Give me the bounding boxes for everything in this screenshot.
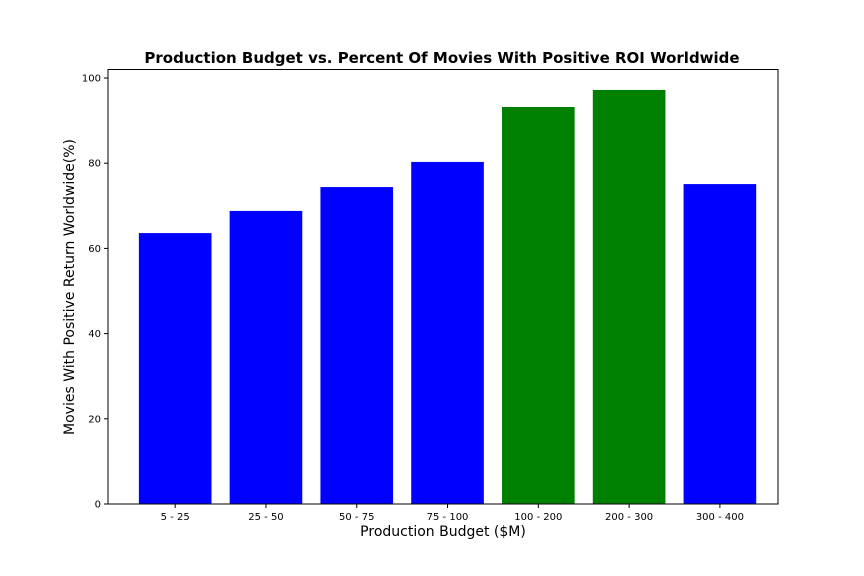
y-tick-label: 100: [82, 74, 101, 85]
plot-frame: [107, 69, 779, 505]
y-tick-label: 40: [88, 329, 101, 340]
bar-200-300: [592, 89, 666, 504]
x-tick-label: 300 - 400: [696, 512, 744, 523]
bar-25-50: [229, 210, 303, 504]
y-tick-label: 0: [95, 500, 101, 511]
x-axis-ticks: 5 - 25 25 - 50 50 - 75 75 - 100 100 - 200 200…: [161, 504, 744, 523]
chart-title: Production Budget vs. Percent Of Movies …: [144, 49, 739, 67]
y-tick-label: 20: [88, 414, 101, 425]
bar-300-400: [683, 184, 757, 504]
y-axis-ticks: 0 20 40 60 80 100: [82, 74, 108, 511]
y-axis-label: Movies With Positive Return Worldwide(%): [62, 139, 78, 435]
x-tick-label: 200 - 300: [605, 512, 653, 523]
x-tick-label: 75 - 100: [427, 512, 469, 523]
bar-100-200: [502, 106, 575, 505]
bar-75-100: [411, 161, 484, 504]
y-tick-label: 80: [88, 159, 101, 170]
x-axis-label: Production Budget ($M): [360, 524, 526, 540]
x-tick-label: 100 - 200: [514, 512, 562, 523]
bar-5-25: [138, 233, 212, 504]
x-tick-label: 50 - 75: [339, 512, 374, 523]
x-tick-label: 25 - 50: [248, 512, 283, 523]
bar-50-75: [320, 187, 394, 504]
x-tick-label: 5 - 25: [161, 512, 190, 523]
y-tick-label: 60: [88, 244, 101, 255]
bars: [138, 89, 757, 505]
